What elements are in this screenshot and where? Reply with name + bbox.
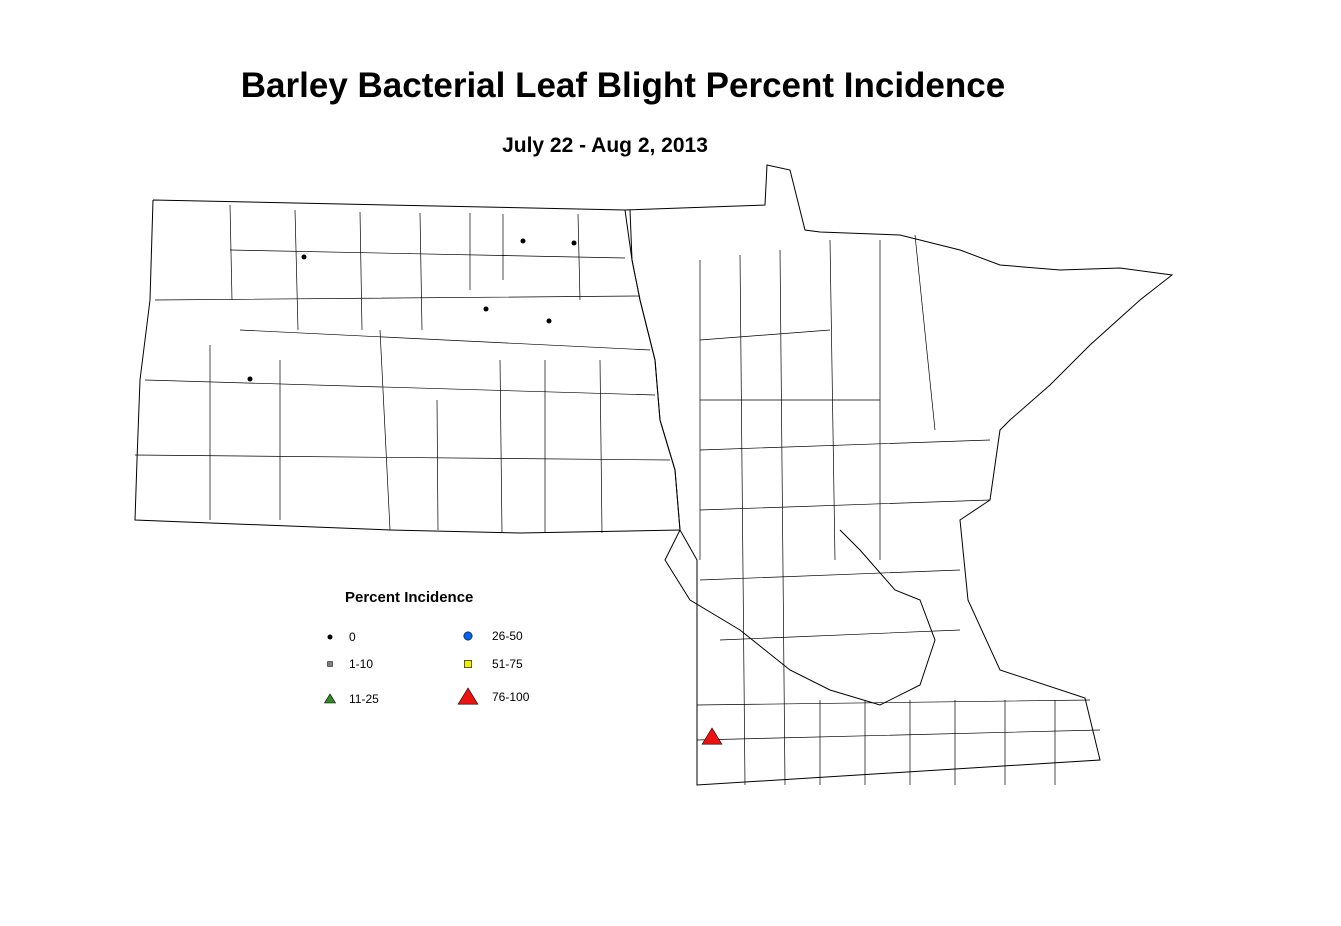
legend-label: 11-25 bbox=[349, 692, 379, 706]
symbol bbox=[483, 306, 489, 312]
legend-label: 1-10 bbox=[349, 657, 373, 671]
symbol bbox=[520, 238, 526, 244]
map-subtitle: July 22 - Aug 2, 2013 bbox=[502, 134, 708, 157]
legend-label: 51-75 bbox=[492, 657, 523, 671]
symbol bbox=[463, 631, 473, 641]
symbol bbox=[546, 318, 552, 324]
symbol bbox=[571, 240, 577, 246]
symbol bbox=[464, 660, 472, 668]
symbol bbox=[327, 661, 333, 667]
state-outlines bbox=[134, 164, 1174, 786]
symbol bbox=[247, 376, 253, 382]
symbol bbox=[323, 693, 337, 704]
symbol bbox=[701, 727, 723, 745]
map-title: Barley Bacterial Leaf Blight Percent Inc… bbox=[241, 66, 1005, 105]
symbol bbox=[327, 634, 333, 640]
county-lines bbox=[134, 204, 1101, 786]
symbol bbox=[301, 254, 307, 260]
legend-label: 0 bbox=[349, 630, 356, 644]
legend-label: 26-50 bbox=[492, 629, 523, 643]
legend-title: Percent Incidence bbox=[345, 589, 473, 606]
symbol bbox=[457, 687, 479, 705]
legend-label: 76-100 bbox=[492, 690, 530, 704]
